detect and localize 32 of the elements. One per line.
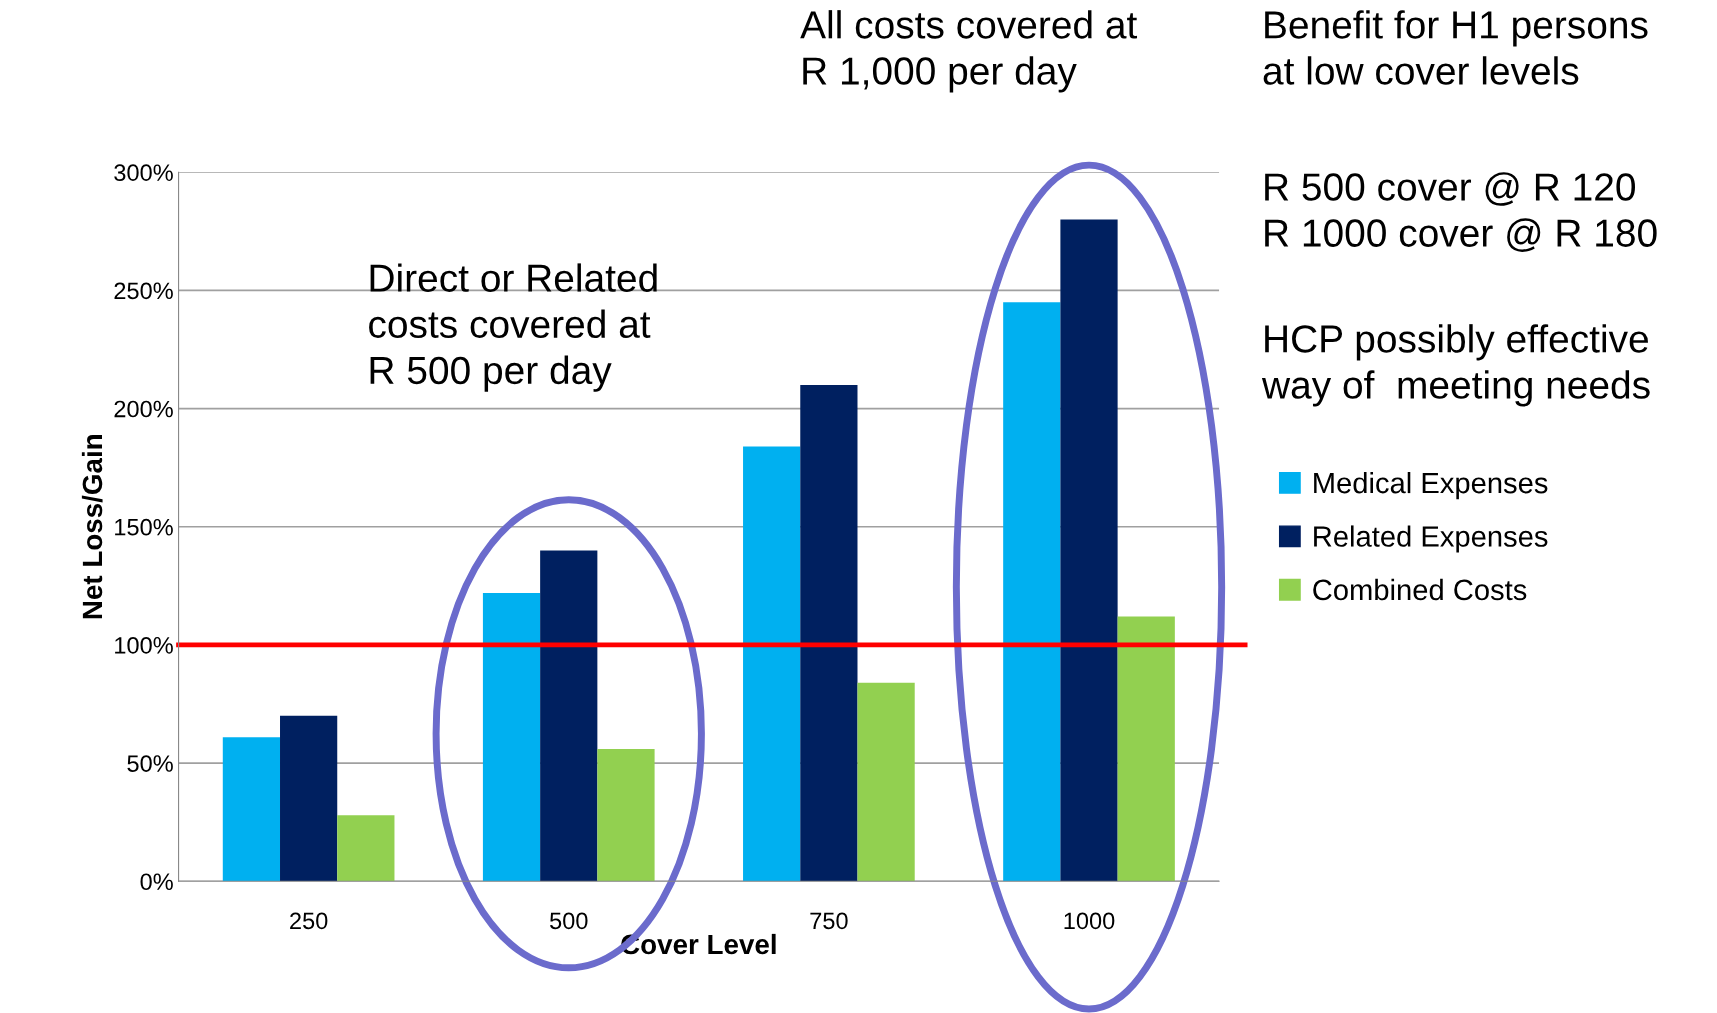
- bar: [222, 737, 281, 882]
- annotation: Direct or Related costs covered at R 500 per day: [369, 263, 657, 392]
- bar: [597, 748, 655, 882]
- x-tick-label: 750: [810, 912, 848, 930]
- x-tick-label: 1000: [1064, 912, 1115, 930]
- legend-label: Related Expenses: [1314, 525, 1548, 553]
- bar: [280, 715, 338, 882]
- legend-label: Combined Costs: [1313, 578, 1527, 601]
- y-tick-label: 300%: [114, 164, 173, 181]
- bar: [800, 384, 858, 882]
- y-tick-label: 100%: [115, 637, 173, 654]
- y-axis-title: Net Loss/Gain: [81, 435, 103, 619]
- bar: [337, 815, 395, 882]
- bar: [1117, 616, 1175, 882]
- bar: [540, 550, 598, 882]
- text: All costs covered at R 1,000 per day: [800, 10, 1138, 93]
- legend-label: Medical Expenses: [1314, 471, 1548, 500]
- bar: [743, 446, 801, 882]
- x-tick-label: 500: [550, 912, 588, 930]
- y-tick-label: 250%: [114, 282, 173, 300]
- y-tick-label: 150%: [115, 518, 173, 536]
- y-tick-label: 0%: [140, 873, 173, 891]
- text: R 500 cover @ R 120 R 1000 cover @ R 180: [1265, 172, 1657, 252]
- x-tick-label: 250: [290, 912, 328, 930]
- y-tick-label: 200%: [114, 400, 173, 418]
- bar: [1060, 219, 1118, 882]
- bar: [1003, 302, 1061, 882]
- bar: [482, 592, 541, 882]
- y-tick-label: 50%: [127, 755, 173, 772]
- text: Benefit for H1 persons at low cover levels: [1263, 10, 1648, 85]
- text: HCP possibly effective way of meeting needs: [1261, 324, 1650, 407]
- bar: [857, 682, 915, 882]
